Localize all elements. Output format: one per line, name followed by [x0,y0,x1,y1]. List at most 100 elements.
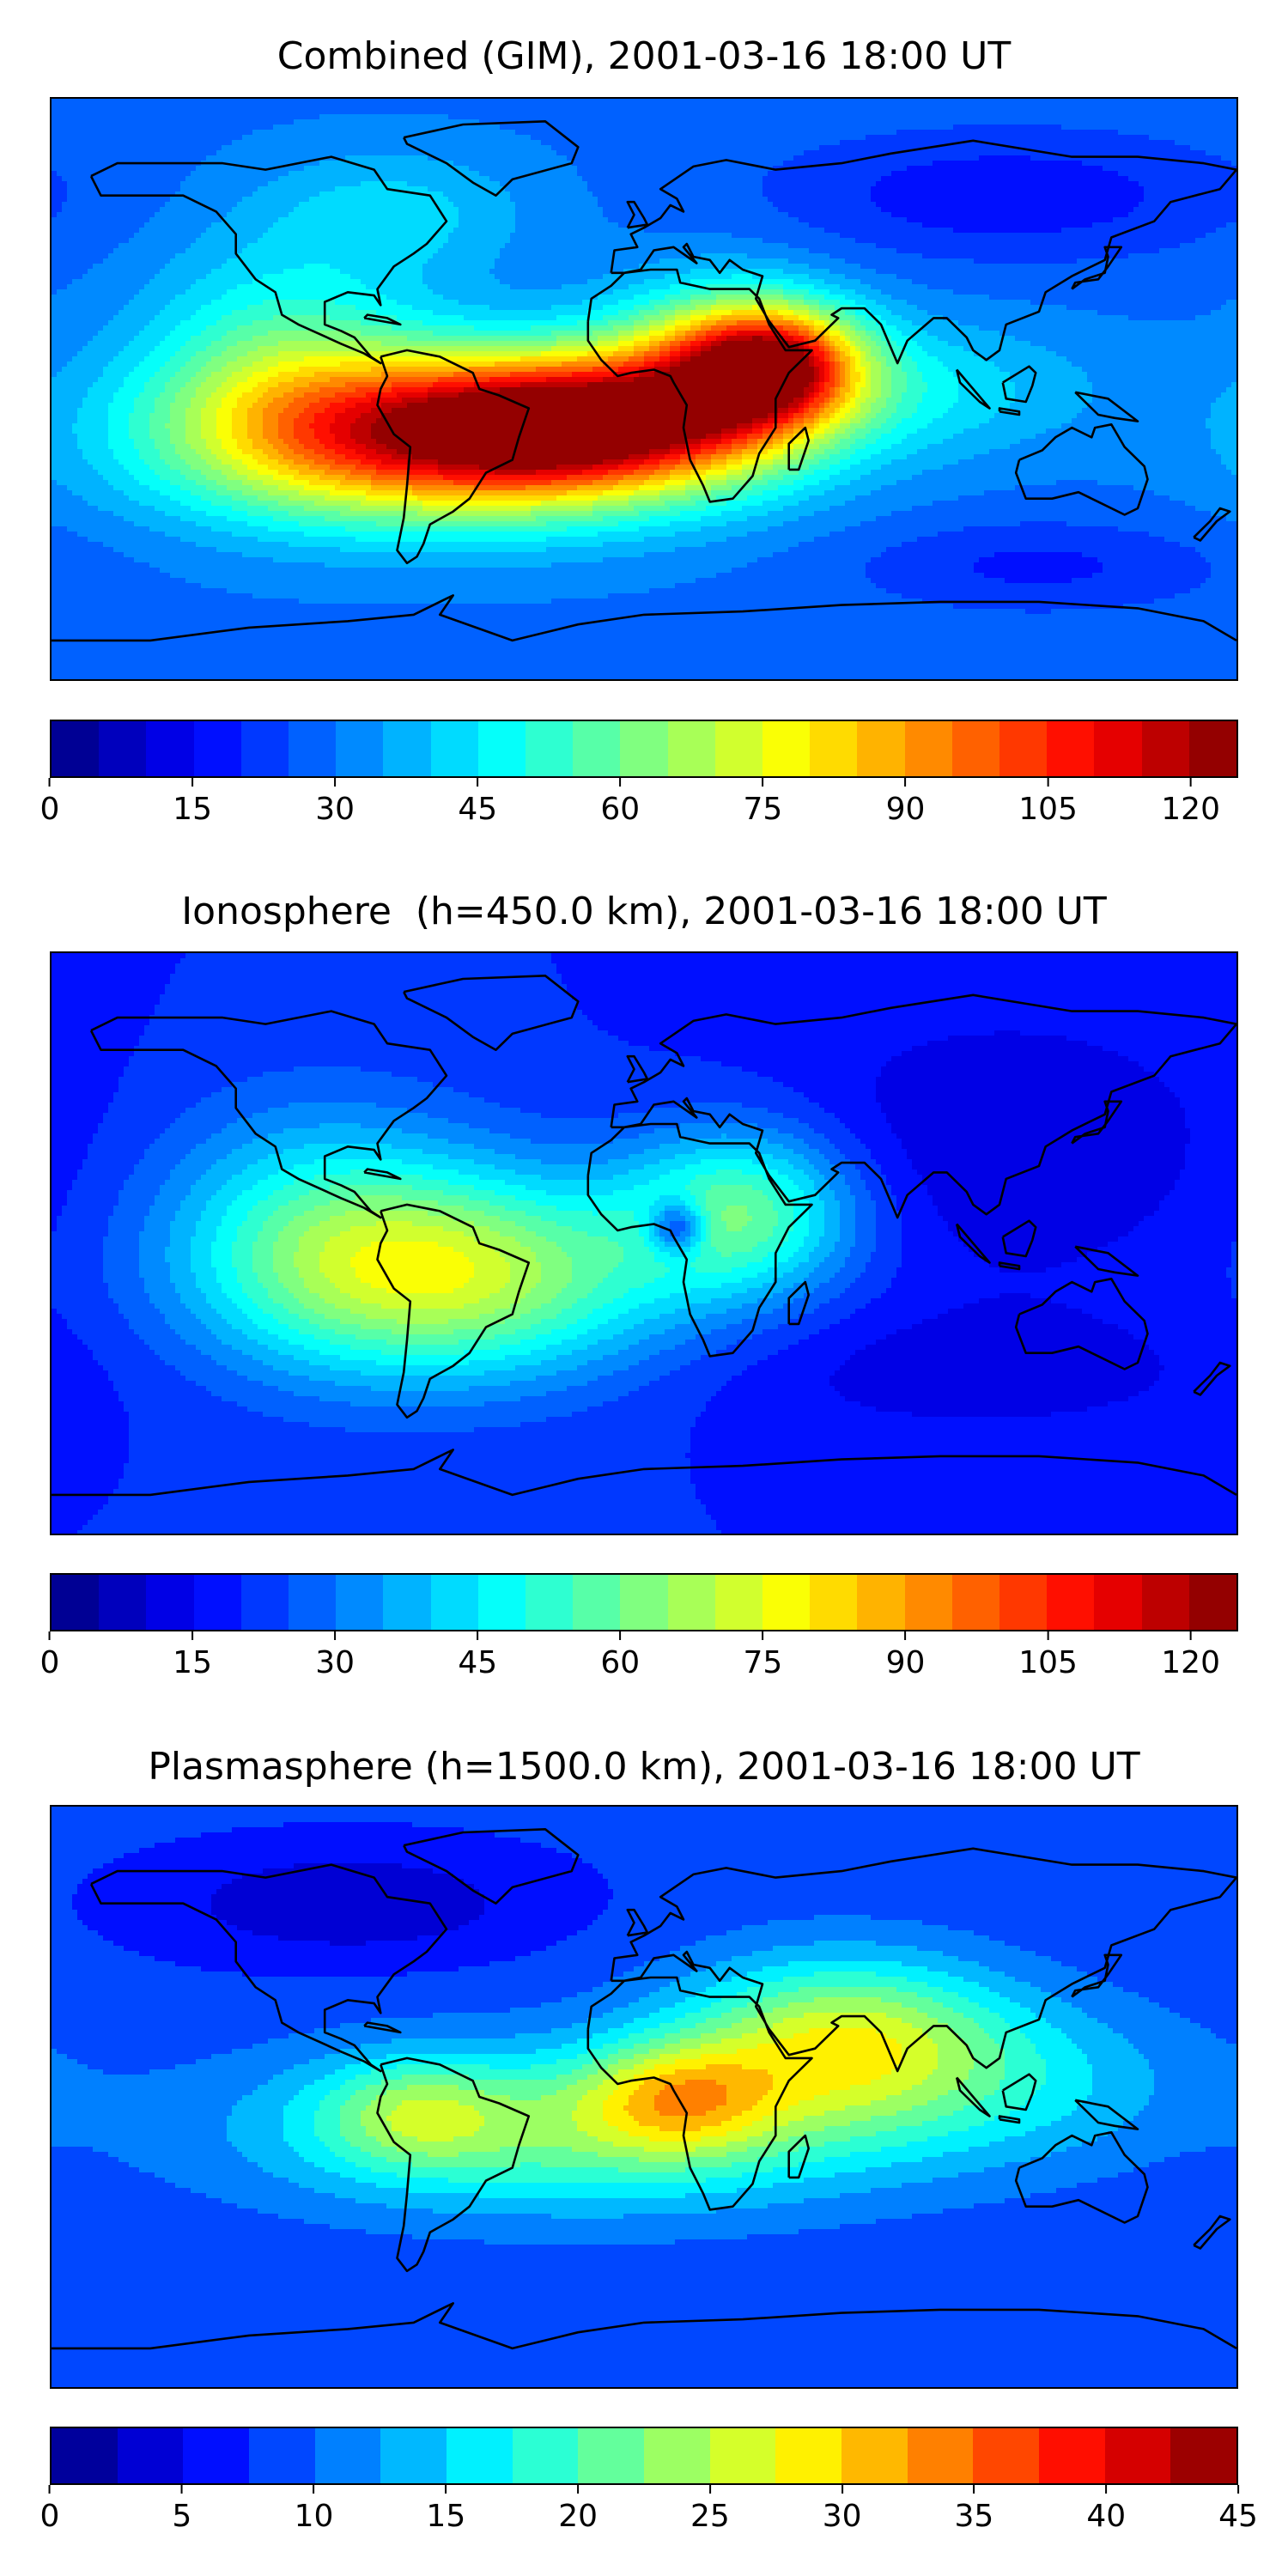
colorbar-segment [513,2428,579,2483]
colorbar-segment [478,1575,526,1630]
map-combined [50,97,1238,681]
colorbar-ticks-ionosphere: 0 15 30 45 60 75 90 105 120 [50,1631,1238,1683]
colorbar-segment [620,1575,667,1630]
colorbar-tick-label: 5 [172,2485,191,2534]
colorbar-plasmasphere [50,2427,1238,2485]
colorbar-tick-label: 0 [40,778,60,827]
colorbar-tick-label: 60 [600,1631,640,1680]
colorbar-segment [99,1575,146,1630]
colorbar-segment [668,1575,715,1630]
colorbar-segment [710,2428,776,2483]
colorbar-segment [578,2428,644,2483]
tec-map-combined [52,99,1236,679]
colorbar-segment [952,1575,999,1630]
colorbar-segment [1039,2428,1105,2483]
colorbar-segment [973,2428,1039,2483]
colorbar-segment [762,721,810,776]
colorbar-segment [146,721,193,776]
colorbar-tick-label: 30 [315,1631,355,1680]
colorbar-segment [526,1575,573,1630]
colorbar-segment [644,2428,710,2483]
colorbar-segment [526,721,573,776]
colorbar-segment [336,1575,383,1630]
colorbar-segment [715,1575,762,1630]
colorbar-tick-label: 35 [955,2485,994,2534]
colorbar-segment [810,1575,857,1630]
colorbar-segment [336,721,383,776]
tec-field [52,99,1236,679]
colorbar-tick-label: 120 [1161,778,1220,827]
colorbar-tick-label: 30 [823,2485,862,2534]
colorbar-segment [573,721,620,776]
tec-field [52,953,1236,1534]
colorbar-segment [573,1575,620,1630]
colorbar-tick-label: 10 [295,2485,334,2534]
colorbar-segment [289,721,336,776]
colorbar-segment [315,2428,381,2483]
colorbar-ticks-combined: 0 15 30 45 60 75 90 105 120 [50,778,1238,829]
tec-map-ionosphere [52,953,1236,1534]
colorbar-segment [775,2428,841,2483]
colorbar-tick-label: 90 [886,778,926,827]
colorbar-segment [241,721,289,776]
colorbar-segment [1047,721,1094,776]
colorbar-segment [478,721,526,776]
colorbar-tick-label: 0 [40,2485,60,2534]
colorbar-ionosphere [50,1573,1238,1631]
map-title-ionosphere: Ionosphere (h=450.0 km), 2001-03-16 18:0… [0,890,1288,933]
colorbar-segment [668,721,715,776]
colorbar-segment [905,1575,952,1630]
colorbar-segment [841,2428,908,2483]
colorbar-segment [118,2428,184,2483]
colorbar-segment [52,1575,99,1630]
colorbar-segment [1170,2428,1236,2483]
colorbar-segment [183,2428,249,2483]
colorbar-segment [99,721,146,776]
colorbar-segment [1094,721,1141,776]
colorbar-tick-label: 75 [743,778,782,827]
colorbar-segment [762,1575,810,1630]
colorbar-segment [194,1575,241,1630]
colorbar-tick-label: 120 [1161,1631,1220,1680]
colorbar-combined [50,720,1238,778]
colorbar-tick-label: 60 [600,778,640,827]
colorbar-segment [908,2428,974,2483]
colorbar-tick-label: 15 [173,1631,212,1680]
colorbar-segment [194,721,241,776]
tec-map-plasmasphere [52,1807,1236,2387]
colorbar-tick-label: 30 [315,778,355,827]
colorbar-segment [1047,1575,1094,1630]
colorbar-tick-label: 25 [690,2485,730,2534]
colorbar-segment [1189,721,1236,776]
colorbar-ticks-plasmasphere: 0 5 10 15 20 25 30 35 40 45 [50,2485,1238,2537]
colorbar-segment [383,1575,430,1630]
colorbar-segment [857,1575,904,1630]
colorbar-tick-label: 75 [743,1631,782,1680]
colorbar-segment [620,721,667,776]
colorbar-segment [952,721,999,776]
colorbar-segment [146,1575,193,1630]
colorbar-segment [999,1575,1047,1630]
colorbar-segment [52,2428,118,2483]
colorbar-tick-label: 40 [1086,2485,1126,2534]
colorbar-tick-label: 105 [1018,778,1078,827]
colorbar-segment [1094,1575,1141,1630]
map-title-plasmasphere: Plasmasphere (h=1500.0 km), 2001-03-16 1… [0,1745,1288,1789]
colorbar-segment [1142,1575,1189,1630]
colorbar-segment [289,1575,336,1630]
colorbar-segment [383,721,430,776]
colorbar-tick-label: 45 [458,1631,497,1680]
colorbar-segment [249,2428,315,2483]
map-title-combined: Combined (GIM), 2001-03-16 18:00 UT [0,34,1288,78]
colorbar-segment [431,1575,478,1630]
colorbar-tick-label: 105 [1018,1631,1078,1680]
colorbar-tick-label: 45 [458,778,497,827]
tec-field [52,1807,1236,2387]
colorbar-segment [380,2428,447,2483]
colorbar-segment [810,721,857,776]
colorbar-segment [857,721,904,776]
colorbar-segment [447,2428,513,2483]
colorbar-segment [52,721,99,776]
colorbar-segment [1142,721,1189,776]
colorbar-tick-label: 0 [40,1631,60,1680]
